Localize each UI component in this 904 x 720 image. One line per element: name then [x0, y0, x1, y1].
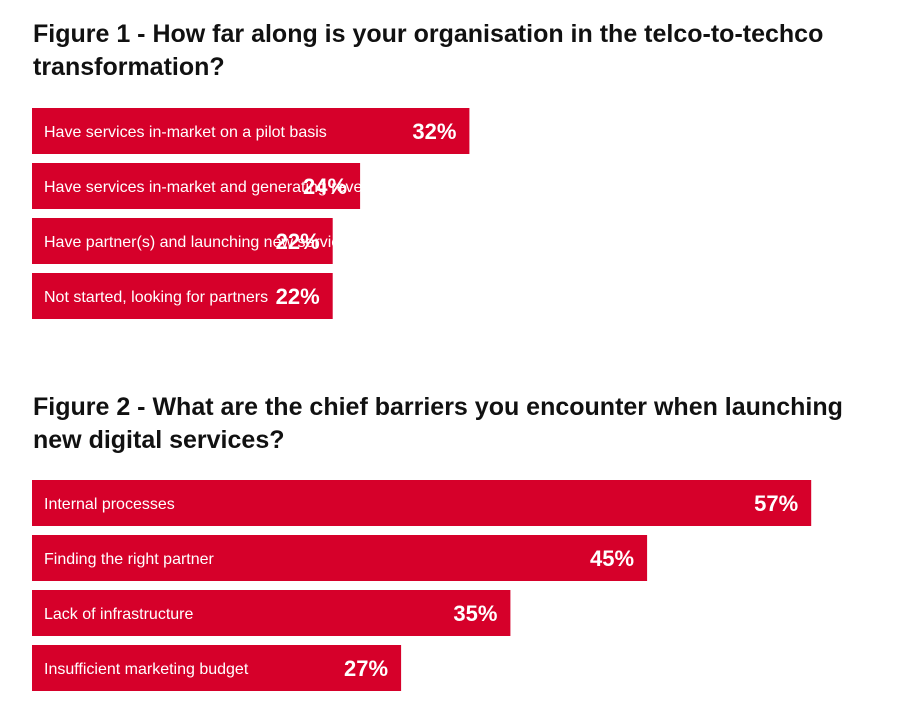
figure-1-bar-chart: Have services in-market on a pilot basis…: [32, 108, 470, 319]
bar-value-label: 32%: [412, 119, 456, 144]
bar-category-label: Internal processes: [44, 496, 175, 513]
bar-category-label: Have services in-market and generating r…: [44, 179, 389, 196]
bar-group: Have services in-market on a pilot basis…: [32, 108, 470, 154]
bar: [32, 535, 648, 581]
bar: [32, 273, 333, 319]
bar-group: Have partner(s) and launching new servic…: [32, 218, 437, 264]
bar-category-label: Have services in-market on a pilot basis: [44, 124, 327, 141]
bar-value-label: 22%: [276, 284, 320, 309]
bar-category-label: Lack of infrastructure: [44, 606, 194, 623]
bar-group: Insufficient marketing budget 27%: [32, 645, 402, 691]
bar-value-label: 24%: [303, 174, 347, 199]
bar: [32, 108, 470, 154]
bar-group: Not started, looking for partners 22%: [32, 273, 333, 319]
figure-2-title: Figure 2 - What are the chief barriers y…: [33, 393, 843, 454]
bar-category-label: Not started, looking for partners: [44, 289, 268, 306]
figure-2-bar-chart: Internal processes 57% Finding the right p…: [32, 480, 812, 691]
bar-value-label: 35%: [453, 601, 497, 626]
bar-group: Finding the right partner 45%: [32, 535, 648, 581]
bar-value-label: 57%: [754, 491, 798, 516]
bar-value-label: 45%: [590, 546, 634, 571]
bar-group: Have services in-market and generating r…: [32, 163, 389, 209]
bar-category-label: Insufficient marketing budget: [44, 661, 249, 678]
bar-category-label: Have partner(s) and launching new servic…: [44, 234, 437, 251]
bar-value-label: 27%: [344, 656, 388, 681]
bar: [32, 163, 361, 209]
bar-category-label: Finding the right partner: [44, 551, 215, 568]
bar: [32, 645, 402, 691]
bar-value-label: 22%: [276, 229, 320, 254]
figure-1-title: Figure 1 - How far along is your organis…: [33, 20, 824, 81]
bar: [32, 590, 511, 636]
bar-group: Internal processes 57%: [32, 480, 812, 526]
bar-group: Lack of infrastructure 35%: [32, 590, 511, 636]
bar: [32, 218, 333, 264]
bar: [32, 480, 812, 526]
